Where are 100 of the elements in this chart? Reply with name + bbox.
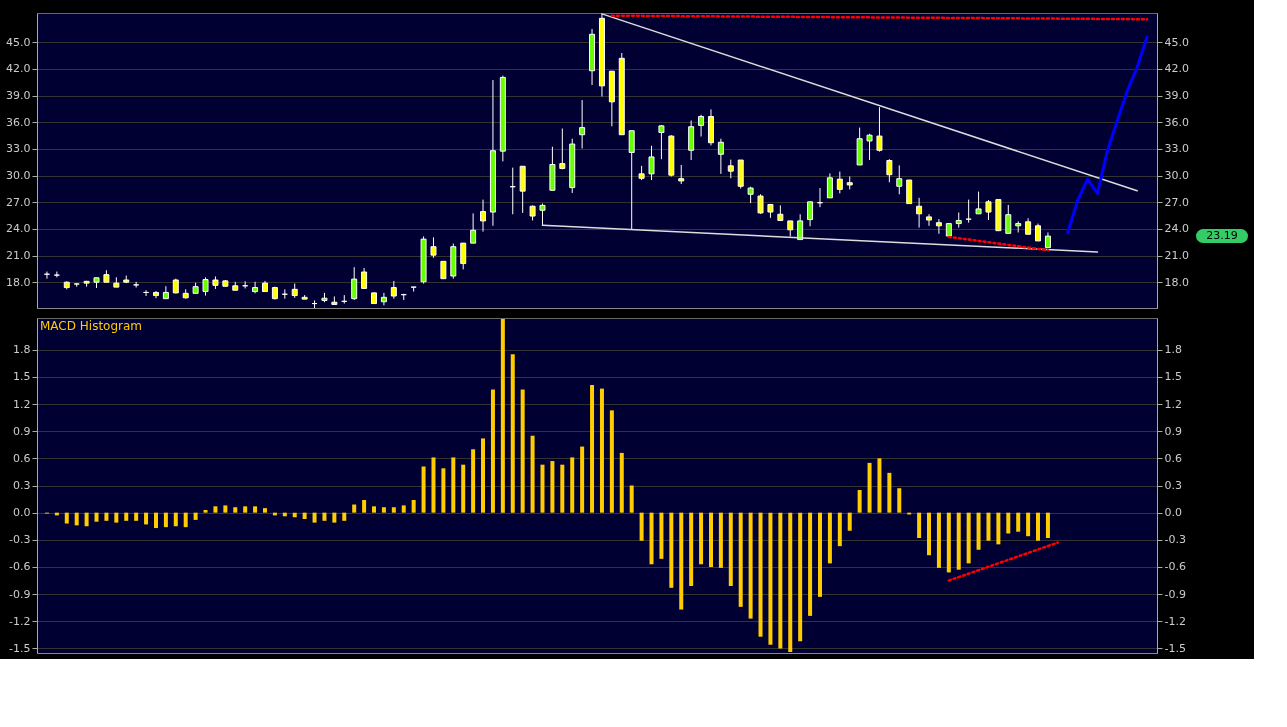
bar [104,512,109,521]
bar [1036,512,1041,541]
y2-tick-label: -0.3 [1164,533,1186,547]
bar [84,512,89,527]
candlestick [480,199,487,233]
bar [1045,512,1050,539]
candlestick [797,213,804,241]
candlestick [539,203,546,227]
y2-tick-label: 1.8 [1164,343,1182,357]
bar [897,488,902,513]
y2-tick-label: 0.9 [1164,424,1182,438]
bar [728,512,733,586]
bar [451,457,456,513]
candlestick [906,179,913,205]
y-tick-label: 21.0 [6,249,31,263]
bar [649,512,654,565]
bar [481,438,486,513]
candlestick [896,164,903,195]
y2-tick-label: 42.0 [1164,62,1189,76]
bar [936,512,941,568]
candlestick [430,236,437,259]
y-tick-label: 1.2 [13,397,31,411]
bar [362,499,367,513]
bar [778,512,783,649]
candlestick [717,138,724,175]
bar [817,512,822,597]
bar [927,512,932,556]
bar [411,499,416,513]
bar [768,512,773,645]
bar [262,508,267,513]
y2-tick-label: -0.6 [1164,560,1186,574]
candlestick [351,266,358,301]
candlestick [162,285,169,300]
y-tick-label: 18.0 [6,275,31,289]
bar [808,512,813,616]
y-tick-label: -1.2 [9,614,31,628]
y-tick-label: 0.3 [13,479,31,492]
y2-tick-label: 21.0 [1164,249,1189,263]
bar [322,512,327,521]
y2-tick-label: 30.0 [1164,169,1189,183]
y2-tick-label: 45.0 [1164,35,1189,49]
bar [1006,512,1011,534]
y2-tick-label: -1.2 [1164,614,1186,628]
candlestick [727,159,734,179]
candlestick [470,212,477,244]
bar [500,318,505,513]
candlestick [826,172,833,199]
y2-tick-label: -0.9 [1164,587,1186,601]
candlestick [410,286,417,293]
y-tick-label: 30.0 [6,169,31,183]
bar [471,449,476,513]
bar [213,506,218,513]
candlestick [252,281,259,294]
y-tick-label: 36.0 [6,115,31,129]
bar [243,506,248,513]
bar [312,512,317,523]
bar [788,512,793,653]
y2-tick-label: 1.2 [1164,397,1182,411]
bar [372,506,377,513]
bar [599,388,604,513]
bar [837,512,842,547]
bar [183,512,188,528]
bar [302,512,307,519]
bar [699,512,704,565]
bar [391,507,396,513]
y-tick-label: 27.0 [6,195,31,209]
y-tick-label: -0.9 [9,587,31,601]
bar [173,512,178,527]
candlestick [202,276,209,297]
candlestick [53,271,60,278]
candlestick [836,171,843,194]
bar [679,512,684,610]
bar [550,461,555,513]
bar [917,512,922,539]
candlestick [678,164,685,185]
candlestick [380,292,387,306]
bar [163,512,168,528]
candlestick [559,128,566,170]
y2-tick-label: 0.0 [1164,506,1182,520]
bar [74,512,79,526]
bar [887,472,892,513]
bar [976,512,981,550]
candlestick [757,193,764,215]
bar [144,512,149,525]
y2-tick-label: 39.0 [1164,89,1189,103]
y-tick-label: 45.0 [6,35,31,49]
bar [342,512,347,521]
bar [738,512,743,607]
candlestick [361,267,368,289]
y-tick-label: -0.3 [9,533,31,547]
candlestick [628,130,635,230]
bar [619,452,624,513]
bar [867,462,872,513]
bar [1026,512,1031,537]
bar [253,506,258,513]
bar [946,512,951,573]
candlestick [1005,204,1012,234]
bar [748,512,753,619]
candlestick [876,106,883,153]
chart-title: MACD Histogram [40,319,143,333]
